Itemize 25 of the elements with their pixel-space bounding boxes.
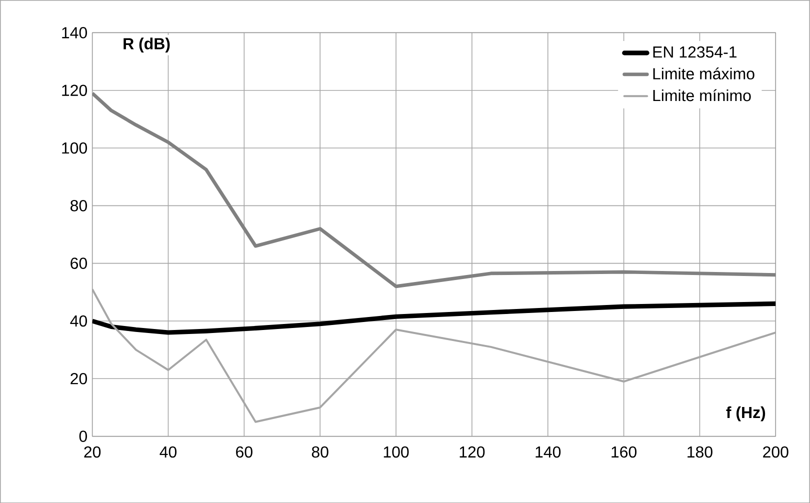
x-tick-label: 40 xyxy=(160,446,177,458)
x-tick-label: 60 xyxy=(236,446,252,458)
y-tick-label: 80 xyxy=(70,200,87,212)
y-tick-label: 0 xyxy=(79,430,87,442)
x-tick-label: 80 xyxy=(312,446,328,458)
y-axis-title: R (dB) xyxy=(124,38,170,52)
x-tick-label: 200 xyxy=(763,446,788,458)
x-tick-label: 140 xyxy=(536,446,561,458)
legend-label: EN 12354-1 xyxy=(653,46,736,58)
x-tick-label: 180 xyxy=(688,446,712,458)
x-tick-label: 120 xyxy=(460,446,485,458)
y-tick-label: 100 xyxy=(62,142,87,154)
y-tick-label: 60 xyxy=(70,258,87,269)
legend-label: Limite mínimo xyxy=(653,89,751,102)
y-tick-label: 140 xyxy=(62,26,87,38)
x-axis-title: f (Hz) xyxy=(726,406,766,422)
y-tick-label: 40 xyxy=(70,315,87,326)
x-tick-label: 20 xyxy=(84,446,101,458)
legend-label: Limite máximo xyxy=(653,67,754,80)
line-series xyxy=(92,301,776,335)
y-tick-label: 120 xyxy=(62,84,87,96)
x-tick-label: 100 xyxy=(384,446,409,458)
line-series xyxy=(92,91,776,288)
y-tick-label: 20 xyxy=(70,372,87,384)
x-tick-label: 160 xyxy=(612,446,636,458)
